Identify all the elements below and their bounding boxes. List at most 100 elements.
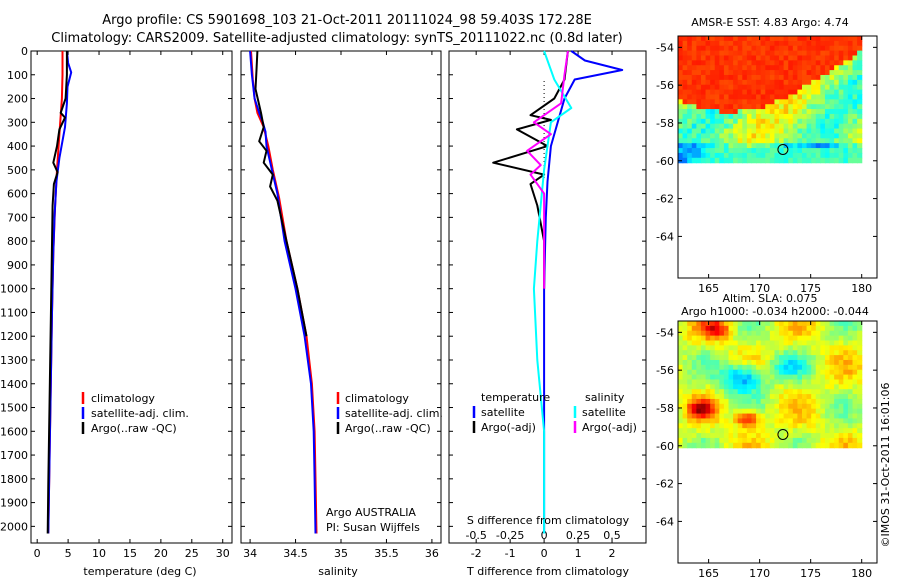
heatmap-cell [843, 437, 849, 444]
heatmap-cell [834, 104, 840, 110]
heatmap-cell [797, 423, 803, 429]
heatmap-cell [705, 345, 711, 351]
heatmap-cell [834, 123, 840, 130]
heatmap-cell [852, 128, 858, 135]
heatmap-cell [751, 321, 757, 327]
heatmap-cell [691, 433, 697, 439]
heatmap-cell [843, 40, 849, 47]
heatmap-cell [723, 133, 730, 139]
heatmap-cell [714, 413, 720, 420]
heatmap-cell [847, 364, 854, 371]
heatmap-cell [788, 428, 794, 434]
heatmap-cell [737, 433, 743, 439]
heatmap-cell [774, 94, 780, 100]
heatmap-cell [746, 138, 753, 144]
heatmap-cell [847, 321, 854, 327]
heatmap-cell [838, 437, 844, 444]
heatmap-cell [783, 118, 789, 125]
heatmap-cell [834, 113, 840, 120]
heatmap-cell [852, 408, 858, 415]
heatmap-cell [742, 123, 748, 130]
heatmap-cell [797, 148, 803, 154]
heatmap-cell [714, 99, 720, 105]
heatmap-cell [852, 325, 858, 332]
heatmap-cell [705, 74, 711, 81]
heatmap-cell [742, 94, 748, 100]
heatmap-cell [678, 113, 684, 120]
heatmap-cell [769, 70, 776, 76]
heatmap-cell [691, 389, 697, 395]
heatmap-cell [691, 70, 697, 76]
heatmap-cell [788, 99, 794, 105]
heatmap-cell [843, 325, 849, 332]
heatmap-cell [838, 84, 844, 91]
heatmap-cell [769, 325, 776, 332]
heatmap-cell [691, 157, 697, 164]
heatmap-cell [696, 389, 702, 395]
heatmap-cell [733, 408, 739, 415]
heatmap-cell [811, 325, 817, 332]
heatmap-cell [806, 123, 812, 130]
heatmap-cell [783, 325, 789, 332]
y-tick-label: -62 [656, 478, 674, 491]
heatmap-cell [728, 74, 734, 81]
heatmap-cell [696, 325, 702, 332]
heatmap-cell [728, 355, 734, 361]
heatmap-cell [801, 437, 808, 444]
heatmap-cell [682, 143, 688, 149]
heatmap-cell [696, 403, 702, 410]
heatmap-cell [769, 89, 776, 96]
heatmap-cell [710, 321, 716, 327]
heatmap-cell [710, 55, 716, 61]
heatmap-cell [678, 123, 684, 130]
heatmap-cell [847, 330, 854, 337]
heatmap-cell [705, 94, 711, 100]
heatmap-cell [852, 104, 858, 110]
heatmap-cell [696, 133, 702, 139]
heatmap-cell [820, 340, 826, 346]
heatmap-cell [728, 94, 734, 100]
heatmap-cell [742, 84, 748, 91]
heatmap-cell [705, 374, 711, 381]
heatmap-cell [691, 123, 697, 130]
heatmap-cell [774, 70, 780, 76]
heatmap-cell [696, 55, 702, 61]
heatmap-cell [710, 40, 716, 47]
heatmap-cell [834, 133, 840, 139]
heatmap-cell [829, 70, 835, 76]
heatmap-cell [815, 389, 821, 395]
heatmap-cell [779, 60, 785, 66]
heatmap-cell [756, 389, 762, 395]
heatmap-cell [714, 70, 720, 76]
heatmap-cell [678, 423, 684, 429]
heatmap-cell [811, 143, 817, 149]
heatmap-cell [797, 325, 803, 332]
heatmap-cell [811, 128, 817, 135]
heatmap-cell [783, 74, 789, 81]
heatmap-cell [847, 413, 854, 420]
heatmap-cell [737, 70, 743, 76]
heatmap-cell [687, 433, 693, 439]
heatmap-cell [847, 374, 854, 381]
heatmap-cell [806, 428, 812, 434]
heatmap-cell [691, 418, 697, 424]
heatmap-cell [723, 104, 730, 110]
heatmap-cell [723, 113, 730, 120]
heatmap-cell [852, 345, 858, 351]
heatmap-cell [756, 437, 762, 444]
heatmap-cell [829, 89, 835, 96]
heatmap-cell [829, 40, 835, 47]
heatmap-cell [760, 109, 766, 115]
heatmap-cell [797, 408, 803, 415]
heatmap-cell [756, 413, 762, 420]
heatmap-cell [820, 128, 826, 135]
legend-label: Argo(..raw -QC) [345, 422, 431, 435]
heatmap-cell [687, 157, 693, 164]
heatmap-cell [811, 369, 817, 376]
heatmap-cell [779, 128, 785, 135]
heatmap-cell [678, 143, 684, 149]
heatmap-cell [760, 45, 766, 52]
heatmap-cell [806, 413, 812, 420]
heatmap-cell [806, 350, 812, 356]
heatmap-cell [723, 123, 730, 130]
